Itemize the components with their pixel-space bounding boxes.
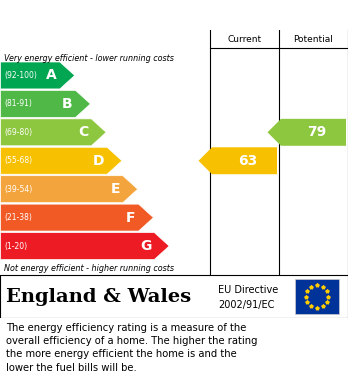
- Text: (21-38): (21-38): [4, 213, 32, 222]
- Text: 2002/91/EC: 2002/91/EC: [218, 300, 274, 310]
- Text: The energy efficiency rating is a measure of the
overall efficiency of a home. T: The energy efficiency rating is a measur…: [6, 323, 258, 373]
- Text: Potential: Potential: [294, 34, 333, 43]
- Text: (1-20): (1-20): [4, 242, 27, 251]
- Text: 63: 63: [238, 154, 257, 168]
- Text: Energy Efficiency Rating: Energy Efficiency Rating: [8, 7, 218, 23]
- Text: A: A: [46, 68, 57, 83]
- Text: G: G: [140, 239, 151, 253]
- Text: (69-80): (69-80): [4, 128, 32, 137]
- Text: F: F: [126, 211, 136, 224]
- Bar: [295, 279, 339, 314]
- Text: E: E: [110, 182, 120, 196]
- Polygon shape: [199, 147, 277, 174]
- Text: (39-54): (39-54): [4, 185, 32, 194]
- Text: 79: 79: [307, 126, 326, 139]
- Polygon shape: [0, 119, 106, 146]
- Text: D: D: [93, 154, 104, 168]
- Text: B: B: [62, 97, 73, 111]
- Polygon shape: [0, 62, 75, 89]
- Text: C: C: [78, 126, 88, 139]
- Text: EU Directive: EU Directive: [218, 285, 278, 295]
- Polygon shape: [0, 204, 153, 231]
- Text: (55-68): (55-68): [4, 156, 32, 165]
- Text: Very energy efficient - lower running costs: Very energy efficient - lower running co…: [4, 54, 174, 63]
- Polygon shape: [0, 90, 90, 117]
- Polygon shape: [0, 233, 169, 260]
- Text: Current: Current: [228, 34, 262, 43]
- Polygon shape: [0, 176, 138, 203]
- Text: (81-91): (81-91): [4, 99, 32, 108]
- Text: Not energy efficient - higher running costs: Not energy efficient - higher running co…: [4, 264, 174, 273]
- Text: England & Wales: England & Wales: [6, 287, 191, 305]
- Polygon shape: [268, 119, 346, 146]
- Text: (92-100): (92-100): [4, 71, 37, 80]
- Polygon shape: [0, 147, 122, 174]
